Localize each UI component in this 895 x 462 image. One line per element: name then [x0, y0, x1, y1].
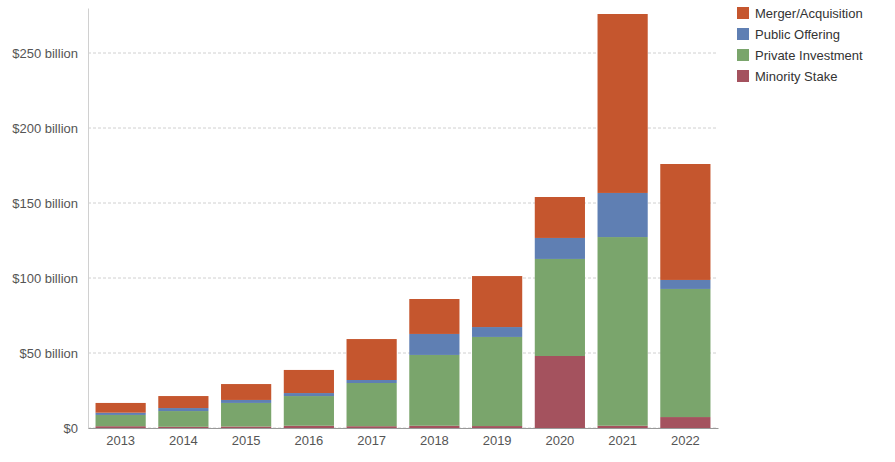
bar-segment: [347, 380, 397, 383]
x-tick-label: 2022: [671, 433, 700, 448]
x-tick-label: 2014: [169, 433, 198, 448]
bar-segment: [472, 426, 522, 428]
x-tick-label: 2020: [545, 433, 574, 448]
y-tick-label: $50 billion: [19, 346, 78, 361]
legend-swatch: [737, 70, 749, 82]
x-tick-label: 2013: [106, 433, 135, 448]
legend: Merger/Acquisition Public Offering Private…: [737, 6, 863, 84]
bar-segment: [347, 383, 397, 426]
bar-segment: [96, 415, 146, 426]
bar-segment: [535, 356, 585, 428]
y-tick: $0: [64, 421, 88, 436]
bar-segment: [221, 403, 271, 427]
bar-segment: [96, 413, 146, 415]
y-tick-label: $0: [64, 421, 78, 436]
bar-segment: [158, 411, 208, 427]
x-tick: 2013: [106, 428, 135, 448]
legend-label: Private Investment: [755, 48, 863, 63]
bar-segment: [96, 426, 146, 428]
y-tick: $200 billion: [12, 121, 88, 136]
legend-label: Public Offering: [755, 27, 840, 42]
bar-segment: [347, 426, 397, 428]
bar-segment: [158, 408, 208, 411]
x-tick-label: 2017: [357, 433, 386, 448]
x-tick: 2014: [169, 428, 198, 448]
x-tick: 2017: [357, 428, 386, 448]
bar-segment: [284, 396, 334, 426]
bar-segment: [660, 164, 710, 280]
x-tick: 2015: [232, 428, 261, 448]
bar-segment: [158, 396, 208, 408]
bar-segment: [409, 426, 459, 428]
bar-segment: [535, 259, 585, 356]
y-axis: $0 $50 billion $100 billion $150 billion $20…: [12, 9, 88, 436]
bar-segment: [472, 327, 522, 337]
y-tick-label: $100 billion: [12, 271, 78, 286]
bar-segment: [660, 289, 710, 417]
bar-segment: [535, 238, 585, 259]
legend-item: Public Offering: [737, 27, 840, 42]
chart: $0 $50 billion $100 billion $150 billion $20…: [0, 0, 895, 462]
x-tick-label: 2018: [420, 433, 449, 448]
bar-segment: [96, 403, 146, 413]
bar-segment: [472, 276, 522, 327]
bars: [96, 14, 711, 428]
legend-item: Merger/Acquisition: [737, 6, 863, 21]
x-axis-line: [89, 428, 719, 429]
y-tick-label: $150 billion: [12, 196, 78, 211]
bar-segment: [409, 334, 459, 355]
legend-item: Private Investment: [737, 48, 863, 63]
bar-segment: [158, 427, 208, 428]
bar-segment: [660, 280, 710, 289]
x-tick: 2020: [545, 428, 574, 448]
y-tick-label: $200 billion: [12, 121, 78, 136]
legend-label: Minority Stake: [755, 69, 837, 84]
y-tick: $250 billion: [12, 46, 88, 61]
bar-segment: [409, 299, 459, 334]
x-tick-label: 2016: [294, 433, 323, 448]
legend-swatch: [737, 49, 749, 61]
x-tick-label: 2015: [232, 433, 261, 448]
bar-segment: [284, 370, 334, 393]
bar-segment: [598, 426, 648, 428]
y-tick: $150 billion: [12, 196, 88, 211]
bar-segment: [598, 237, 648, 426]
bar-segment: [409, 355, 459, 426]
bar-segment: [221, 384, 271, 400]
y-axis-line: [88, 9, 89, 429]
x-tick: 2021: [608, 428, 637, 448]
x-tick: 2018: [420, 428, 449, 448]
x-tick-label: 2019: [483, 433, 512, 448]
bar-segment: [472, 337, 522, 426]
bar-segment: [221, 427, 271, 429]
y-tick: $100 billion: [12, 271, 88, 286]
bar-segment: [221, 400, 271, 403]
bar-segment: [284, 393, 334, 396]
bar-segment: [598, 14, 648, 193]
x-tick: 2016: [294, 428, 323, 448]
y-tick-label: $250 billion: [12, 46, 78, 61]
y-tick: $50 billion: [19, 346, 88, 361]
bar-segment: [535, 197, 585, 238]
bar-segment: [660, 417, 710, 428]
legend-swatch: [737, 28, 749, 40]
legend-item: Minority Stake: [737, 69, 837, 84]
x-tick: 2019: [483, 428, 512, 448]
bar-segment: [598, 193, 648, 237]
legend-swatch: [737, 7, 749, 19]
x-tick-label: 2021: [608, 433, 637, 448]
legend-label: Merger/Acquisition: [755, 6, 863, 21]
bar-segment: [284, 426, 334, 428]
x-axis: 2013 2014 2015 2016 2017 2018 2019 2020 2021 2022: [89, 428, 719, 448]
bar-segment: [347, 339, 397, 380]
x-tick: 2022: [671, 428, 700, 448]
